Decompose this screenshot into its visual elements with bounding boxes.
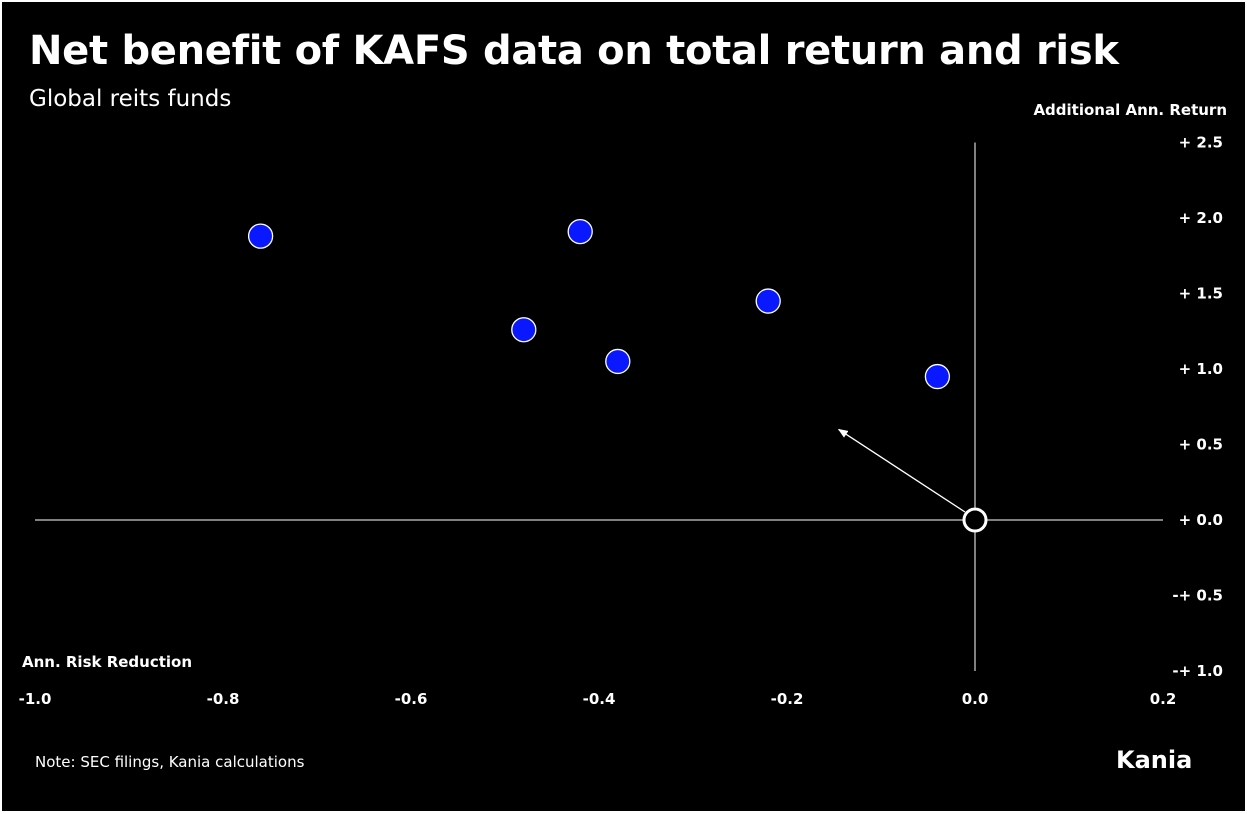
data-point	[511, 317, 537, 343]
y-tick-label: + 2.0	[1179, 209, 1223, 227]
y-tick-label: -+ 1.0	[1172, 662, 1223, 680]
data-point	[924, 363, 951, 390]
chart-title: Net benefit of KAFS data on total return…	[29, 28, 1119, 74]
x-tick-label: 0.0	[962, 690, 989, 708]
x-tick-label: -0.8	[207, 690, 240, 708]
y-tick-label: + 2.5	[1179, 134, 1223, 152]
x-tick-label: 0.2	[1150, 690, 1177, 708]
x-tick-label: -0.2	[771, 690, 804, 708]
y-axis-label: Additional Ann. Return	[1033, 101, 1227, 119]
data-point	[567, 218, 593, 245]
data-point	[755, 288, 781, 314]
source-note: Note: SEC filings, Kania calculations	[35, 753, 305, 771]
x-tick-label: -0.6	[395, 690, 428, 708]
brand-logo: Kania	[1116, 746, 1193, 774]
y-tick-label: + 1.5	[1179, 285, 1223, 303]
y-tick-label: + 0.0	[1179, 511, 1223, 529]
y-tick-label: + 0.5	[1179, 436, 1223, 454]
y-tick-label: + 1.0	[1179, 360, 1223, 378]
data-point	[605, 348, 631, 375]
x-tick-label: -1.0	[19, 690, 52, 708]
x-axis-label: Ann. Risk Reduction	[22, 653, 193, 671]
origin-marker	[962, 507, 988, 533]
chart-subtitle: Global reits funds	[29, 86, 232, 112]
y-tick-label: -+ 0.5	[1172, 587, 1223, 605]
data-point	[247, 223, 274, 249]
direction-arrow	[837, 428, 966, 513]
x-tick-label: -0.4	[583, 690, 616, 708]
